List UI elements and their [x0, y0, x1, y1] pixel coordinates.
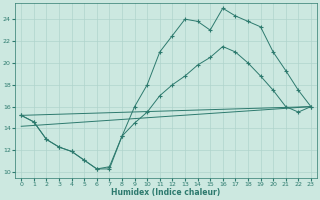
- X-axis label: Humidex (Indice chaleur): Humidex (Indice chaleur): [111, 188, 221, 197]
